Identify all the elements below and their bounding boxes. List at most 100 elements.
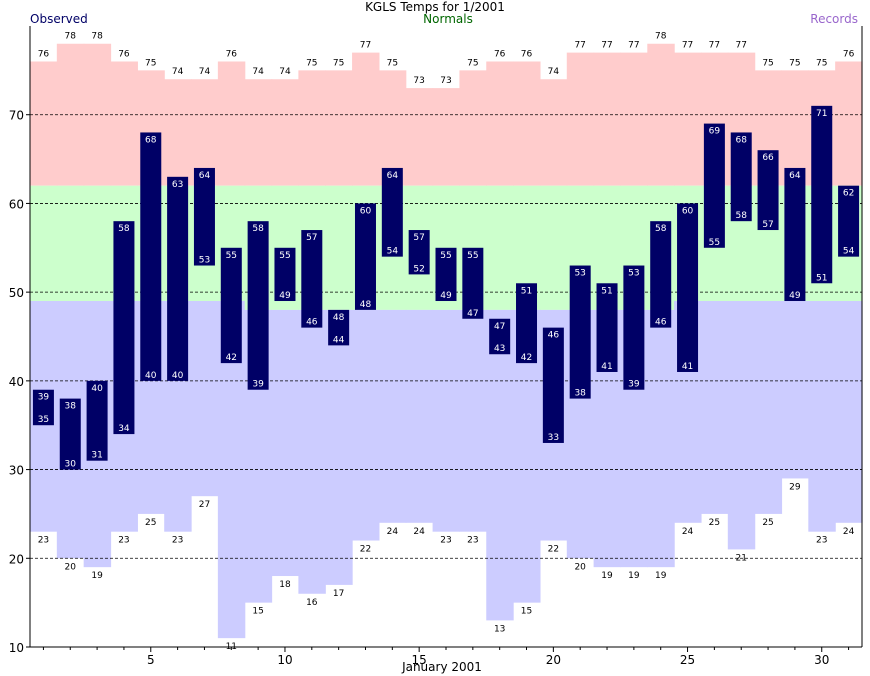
record-low-label: 24: [387, 527, 399, 537]
record-high-band: [432, 88, 461, 186]
record-high-band: [352, 52, 380, 186]
observed-high-label: 64: [387, 171, 399, 181]
observed-low-label: 49: [789, 291, 801, 301]
observed-low-label: 57: [762, 220, 773, 230]
record-high-band: [593, 52, 622, 186]
record-high-band: [298, 70, 326, 186]
observed-bar: [757, 150, 779, 231]
record-low-band: [781, 301, 809, 479]
record-low-label: 22: [548, 545, 559, 555]
observed-bar: [703, 123, 725, 248]
observed-low-label: 54: [843, 247, 855, 257]
x-tick-label: 10: [277, 653, 292, 667]
observed-high-label: 71: [816, 109, 827, 119]
record-high-band: [110, 61, 138, 186]
observed-low-label: 35: [38, 415, 49, 425]
record-high-label: 75: [816, 58, 827, 68]
record-high-label: 75: [306, 58, 317, 68]
record-high-label: 73: [440, 76, 451, 86]
record-high-label: 77: [735, 41, 746, 51]
record-low-label: 23: [816, 536, 827, 546]
observed-bar: [328, 309, 350, 346]
record-high-label: 75: [762, 58, 773, 68]
record-low-label: 23: [118, 536, 129, 546]
record-low-band: [191, 301, 219, 497]
record-low-band: [459, 309, 487, 532]
record-low-band: [432, 309, 461, 532]
record-low-label: 18: [279, 580, 291, 590]
record-low-label: 24: [843, 527, 855, 537]
observed-bar: [730, 132, 752, 222]
record-high-band: [217, 61, 246, 186]
record-high-band: [781, 70, 809, 186]
x-tick-label: 5: [147, 653, 155, 667]
x-tick-label: 25: [680, 653, 695, 667]
legend-observed: Observed: [30, 12, 88, 26]
observed-bar: [596, 283, 618, 372]
observed-low-label: 42: [226, 353, 237, 363]
observed-high-label: 51: [521, 286, 532, 296]
normal-band: [56, 185, 85, 302]
observed-bar: [838, 185, 860, 257]
record-low-label: 21: [735, 553, 746, 563]
record-low-band: [405, 309, 434, 523]
record-low-label: 17: [333, 589, 344, 599]
observed-high-label: 68: [735, 135, 747, 145]
record-high-label: 75: [467, 58, 478, 68]
observed-high-label: 51: [601, 286, 612, 296]
record-low-label: 19: [91, 571, 103, 581]
observed-low-label: 39: [252, 380, 264, 390]
observed-bar: [516, 283, 538, 364]
observed-low-label: 41: [682, 362, 693, 372]
observed-bar: [542, 327, 564, 443]
observed-bar: [301, 230, 323, 328]
observed-low-label: 54: [387, 247, 399, 257]
observed-low-label: 39: [628, 380, 640, 390]
record-high-label: 77: [601, 41, 612, 51]
y-tick-label: 10: [9, 641, 24, 655]
record-low-label: 15: [252, 607, 263, 617]
chart-title: KGLS Temps for 1/2001: [365, 0, 505, 14]
record-low-label: 19: [628, 571, 640, 581]
record-high-label: 78: [91, 32, 103, 42]
observed-bar: [354, 203, 376, 310]
record-high-band: [459, 70, 487, 186]
record-low-label: 25: [145, 518, 156, 528]
observed-high-label: 63: [172, 180, 183, 190]
record-high-band: [674, 52, 702, 186]
record-low-label: 23: [38, 536, 49, 546]
observed-bar: [650, 221, 672, 328]
observed-low-label: 49: [440, 291, 452, 301]
y-tick-label: 40: [9, 375, 24, 389]
observed-high-label: 55: [467, 251, 478, 261]
record-low-band: [835, 301, 863, 523]
normal-band: [83, 185, 112, 302]
observed-low-label: 44: [333, 335, 345, 345]
normal-band: [486, 185, 514, 310]
record-high-band: [378, 70, 407, 186]
observed-high-label: 58: [252, 224, 264, 234]
normal-band: [325, 185, 353, 310]
observed-low-label: 51: [816, 273, 827, 283]
record-low-label: 24: [682, 527, 694, 537]
observed-low-label: 30: [65, 460, 77, 470]
normal-band: [30, 185, 58, 302]
record-low-label: 20: [574, 562, 586, 572]
record-low-band: [700, 301, 729, 514]
record-high-band: [405, 88, 434, 186]
legend-records: Records: [810, 12, 858, 26]
observed-high-label: 40: [91, 384, 103, 394]
observed-bar: [167, 176, 189, 381]
observed-low-label: 43: [494, 344, 505, 354]
record-low-band: [808, 301, 836, 532]
observed-high-label: 47: [494, 322, 505, 332]
observed-high-label: 38: [65, 402, 77, 412]
record-high-label: 76: [118, 49, 130, 59]
observed-low-label: 38: [574, 389, 586, 399]
observed-bar: [32, 389, 54, 426]
record-low-band: [298, 309, 326, 594]
x-tick-label: 15: [412, 653, 427, 667]
record-high-label: 77: [709, 41, 720, 51]
observed-high-label: 53: [628, 269, 639, 279]
